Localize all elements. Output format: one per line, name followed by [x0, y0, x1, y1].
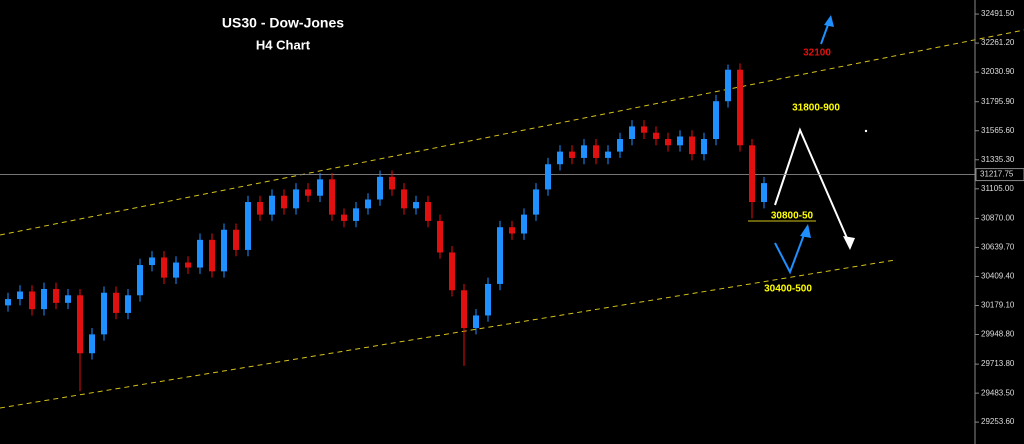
- candle-body: [437, 220, 443, 253]
- candle-body: [125, 295, 131, 313]
- candle-body: [89, 334, 95, 354]
- candle-body: [761, 183, 767, 203]
- candle-body: [653, 132, 659, 140]
- candle-body: [53, 288, 59, 303]
- current-price-label: 31217.75: [980, 170, 1014, 179]
- projection-path: [774, 127, 851, 246]
- candle-body: [701, 139, 707, 155]
- candle-body: [533, 189, 539, 215]
- candle-body: [113, 292, 119, 313]
- candle-body: [41, 288, 47, 310]
- candle-body: [569, 151, 575, 158]
- y-tick-label: 31105.00: [981, 184, 1014, 193]
- candle-body: [581, 145, 587, 158]
- candle-body: [641, 126, 647, 133]
- candle-body: [449, 252, 455, 291]
- candle-body: [485, 283, 491, 316]
- candle-body: [341, 214, 347, 221]
- candle-body: [281, 195, 287, 209]
- candle-body: [665, 139, 671, 146]
- candle-body: [317, 179, 323, 196]
- candle-body: [269, 195, 275, 215]
- candle-body: [461, 290, 467, 329]
- candle-body: [245, 202, 251, 250]
- y-tick-label: 30179.10: [981, 301, 1015, 310]
- candle-body: [305, 189, 311, 196]
- y-tick-label: 32261.20: [981, 38, 1015, 47]
- candle-body: [725, 69, 731, 102]
- y-tick-label: 29713.80: [981, 359, 1015, 368]
- candle-body: [77, 295, 83, 354]
- candle-body: [413, 202, 419, 209]
- candle-body: [509, 227, 515, 234]
- candle-body: [233, 229, 239, 250]
- candle-body: [389, 176, 395, 190]
- candle-body: [29, 291, 35, 310]
- candle-body: [605, 151, 611, 158]
- candle-body: [629, 126, 635, 140]
- candle-body: [185, 262, 191, 268]
- annotation: 31800-900: [792, 103, 840, 114]
- projection-dip: [774, 231, 806, 275]
- candle-body: [5, 299, 11, 306]
- candle-body: [473, 315, 479, 329]
- y-tick-label: 30409.40: [981, 272, 1015, 281]
- arrow-head: [824, 15, 834, 27]
- y-tick-label: 29948.80: [981, 330, 1015, 339]
- candle-body: [209, 239, 215, 272]
- candle-body: [173, 262, 179, 278]
- y-tick-label: 30870.00: [981, 214, 1015, 223]
- chart-title: US30 - Dow-Jones: [222, 15, 344, 31]
- y-tick-label: 29253.60: [981, 417, 1015, 426]
- candle-body: [377, 176, 383, 200]
- candle-body: [365, 199, 371, 209]
- candle-body: [293, 189, 299, 209]
- lower-channel: [0, 259, 896, 409]
- current-price-box: [975, 168, 1024, 182]
- y-tick-label: 32030.90: [981, 67, 1015, 76]
- candle-body: [689, 136, 695, 155]
- candle-body: [593, 145, 599, 158]
- candle-body: [497, 227, 503, 284]
- candle-body: [101, 292, 107, 335]
- candle-body: [401, 189, 407, 209]
- y-tick-label: 31795.90: [981, 97, 1015, 106]
- y-tick-label: 31335.30: [981, 155, 1015, 164]
- annotation: 30800-50: [771, 211, 814, 222]
- candle-body: [737, 69, 743, 146]
- candle-body: [137, 265, 143, 296]
- candle-body: [221, 229, 227, 272]
- arrow-head: [843, 236, 855, 250]
- candle-body: [749, 145, 755, 203]
- candle-body: [161, 257, 167, 278]
- y-tick-label: 31565.60: [981, 126, 1015, 135]
- candle-body: [329, 179, 335, 215]
- candle-body: [617, 139, 623, 152]
- marker-dot: [864, 129, 868, 133]
- upper-channel: [0, 29, 1024, 236]
- candle-body: [353, 208, 359, 221]
- candle-body: [545, 164, 551, 190]
- candle-body: [425, 202, 431, 221]
- candle-body: [17, 291, 23, 300]
- candle-body: [713, 101, 719, 140]
- y-tick-label: 30639.70: [981, 243, 1015, 252]
- candle-body: [521, 214, 527, 234]
- y-tick-label: 29483.50: [981, 388, 1015, 397]
- candle-body: [677, 136, 683, 146]
- annotation: 30400-500: [764, 284, 812, 295]
- candle-body: [149, 257, 155, 266]
- candle-body: [257, 202, 263, 215]
- candle-body: [557, 151, 563, 165]
- chart-subtitle: H4 Chart: [256, 37, 311, 52]
- y-tick-label: 32491.50: [981, 9, 1015, 18]
- candle-body: [197, 239, 203, 268]
- annotation: 32100: [803, 48, 831, 59]
- arrow-head: [800, 224, 811, 238]
- candle-body: [65, 295, 71, 303]
